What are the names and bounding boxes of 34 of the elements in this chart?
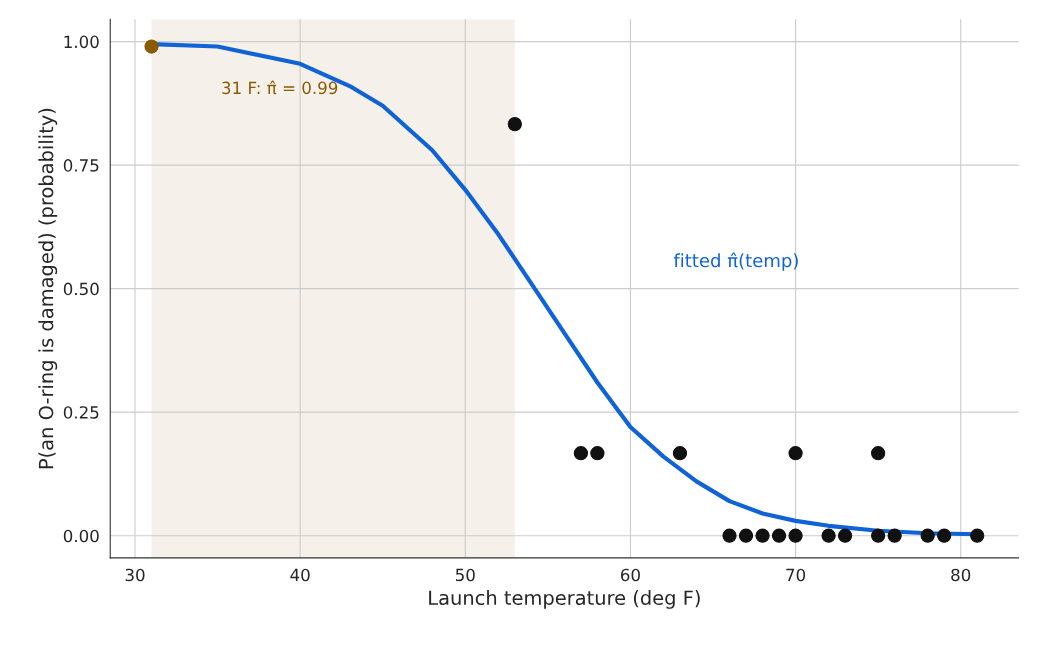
point xyxy=(871,528,886,543)
point xyxy=(573,446,589,461)
x-tick-label: 70 xyxy=(786,568,806,582)
point xyxy=(871,446,886,461)
text: fitted π̂(temp) xyxy=(673,252,798,271)
point xyxy=(970,528,985,543)
point xyxy=(755,528,770,543)
text: 31 F: π̂ = 0.99 xyxy=(222,80,338,95)
point xyxy=(937,528,952,543)
point xyxy=(738,528,754,543)
point xyxy=(837,528,853,543)
point xyxy=(672,446,688,461)
point xyxy=(144,39,159,54)
point xyxy=(821,528,836,543)
x-tick-label: 50 xyxy=(455,568,475,582)
x-tick-label: 40 xyxy=(290,568,310,582)
y-tick-label: 0.50 xyxy=(63,282,99,296)
x-tick-label: 60 xyxy=(620,568,640,582)
y-tick-label: 0.75 xyxy=(63,159,99,172)
point xyxy=(507,116,522,132)
x-tick-label: 30 xyxy=(125,568,145,582)
y-axis-title: P(an O-ring is damaged) (probability) xyxy=(38,108,58,469)
x-tick-label: 80 xyxy=(951,568,971,582)
point xyxy=(887,528,902,543)
point xyxy=(590,446,605,461)
point xyxy=(788,528,803,543)
point xyxy=(722,528,737,543)
point xyxy=(788,446,803,461)
y-tick-label: 0.25 xyxy=(63,406,99,419)
point xyxy=(920,528,935,543)
y-tick-label: 0.00 xyxy=(63,529,99,543)
x-axis-title: Launch temperature (deg F) xyxy=(429,590,700,609)
y-tick-label: 1.00 xyxy=(64,35,99,49)
point xyxy=(771,528,787,543)
